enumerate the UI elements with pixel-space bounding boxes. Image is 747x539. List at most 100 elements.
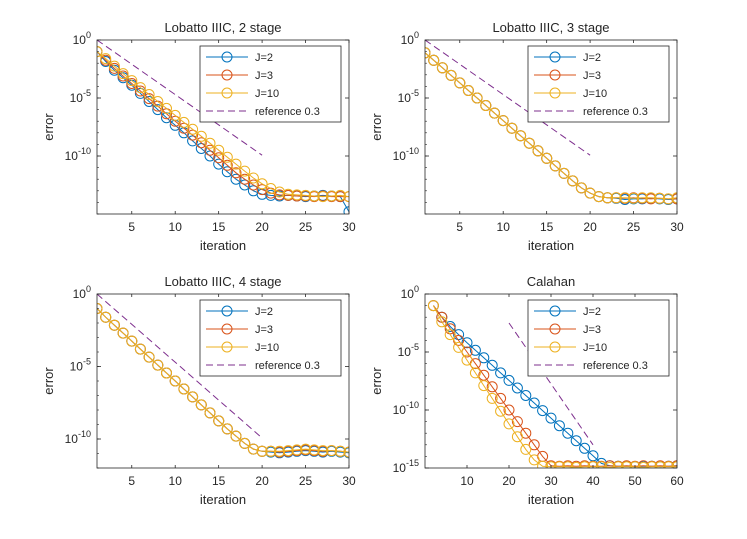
x-tick-label: 15 [540, 220, 554, 234]
legend: J=2 J=3 J=10 reference 0.3 [527, 299, 670, 377]
data-point [161, 367, 172, 379]
data-point [486, 381, 498, 393]
data-point [545, 412, 557, 424]
data-point [300, 443, 312, 455]
legend-marker [221, 51, 233, 63]
data-point [126, 335, 138, 347]
data-point [334, 445, 346, 457]
x-tick-label: 30 [342, 220, 356, 234]
data-point [126, 75, 138, 87]
data-point [100, 53, 112, 65]
series-line-J10 [97, 51, 349, 198]
y-tick-label: 10-10 [65, 146, 91, 163]
legend-entry: J=2 [583, 52, 601, 64]
data-point [265, 445, 277, 457]
data-point [497, 115, 509, 127]
data-point [461, 354, 473, 366]
data-point [579, 442, 591, 454]
y-axis-label: error [41, 367, 56, 395]
legend: J=2 J=3 J=10 reference 0.3 [527, 45, 670, 123]
data-point [134, 82, 146, 94]
legend-entry: reference 0.3 [255, 360, 320, 372]
data-point [239, 165, 251, 177]
data-point [213, 158, 225, 170]
legend-box [527, 45, 670, 123]
data-point [428, 54, 440, 66]
data-point [486, 359, 498, 371]
data-point [558, 167, 570, 179]
legend-entry: J=10 [583, 342, 607, 354]
y-tick-label: 10-5 [70, 357, 91, 374]
data-point [575, 182, 587, 194]
x-tick-label: 10 [497, 220, 511, 234]
data-point [462, 85, 474, 96]
legend-entry: J=2 [255, 306, 273, 318]
data-point [239, 173, 251, 185]
data-point [152, 104, 164, 116]
data-point [152, 359, 164, 371]
data-point [204, 144, 216, 156]
data-point [308, 190, 320, 202]
data-point [445, 69, 457, 81]
data-point [117, 68, 129, 80]
data-point [143, 96, 155, 107]
y-tick-label: 10-15 [393, 458, 419, 475]
data-point [343, 446, 349, 458]
x-tick-label: 5 [128, 220, 135, 234]
data-point [425, 47, 431, 59]
data-point [541, 152, 553, 164]
data-point [108, 319, 120, 331]
chart-title: Lobatto IIIC, 2 stage [164, 20, 281, 35]
legend-box [199, 299, 342, 377]
x-tick-label: 25 [299, 474, 313, 488]
data-point [646, 461, 658, 468]
data-point [553, 420, 565, 432]
data-point [503, 374, 515, 386]
data-point [117, 70, 129, 82]
data-point [511, 382, 523, 394]
data-point [108, 62, 120, 74]
x-axis-label: iteration [528, 238, 574, 253]
data-point [612, 461, 624, 468]
legend-marker [221, 69, 233, 81]
data-point [143, 89, 155, 100]
data-point [654, 461, 666, 468]
data-point [671, 461, 677, 468]
chart-panel-4: 10 20 30 40 50 60 100 10-5 10-10 10-15 Calahan iter… [369, 274, 684, 507]
data-point [562, 427, 574, 439]
data-point [663, 461, 675, 468]
data-point [152, 96, 164, 107]
data-point [628, 192, 640, 204]
data-point [134, 87, 146, 99]
data-point [169, 109, 181, 121]
data-point [317, 191, 329, 203]
data-point [169, 375, 181, 387]
series-line-J3 [97, 51, 349, 198]
data-point [300, 189, 312, 201]
data-point [221, 166, 233, 178]
data-point [478, 380, 490, 392]
legend-marker [549, 341, 561, 353]
data-point [654, 192, 666, 204]
data-point [520, 390, 532, 401]
data-point [562, 461, 574, 468]
data-point [511, 416, 523, 428]
data-point [274, 189, 285, 201]
data-point [444, 329, 456, 341]
series-line-J10 [432, 305, 677, 468]
data-point [256, 178, 268, 190]
data-point [187, 129, 199, 141]
data-point [204, 150, 216, 162]
data-point [436, 62, 448, 74]
data-point [239, 437, 251, 449]
x-tick-label: 25 [627, 220, 641, 234]
series-line-ref [97, 40, 263, 156]
data-point [143, 351, 155, 363]
legend-marker [549, 69, 561, 81]
legend-entry: reference 0.3 [583, 360, 648, 372]
data-point [503, 418, 515, 430]
data-point [593, 191, 605, 203]
data-point [291, 189, 303, 201]
data-point [636, 192, 648, 204]
